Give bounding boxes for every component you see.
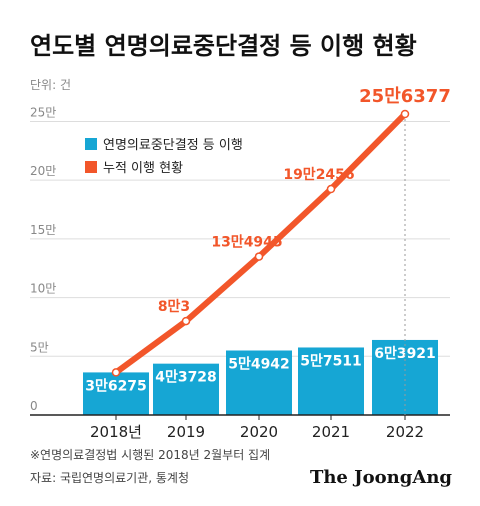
line-label: 25만6377 xyxy=(359,86,451,107)
bar-label: 5만4942 xyxy=(228,356,290,372)
legend: 연명의료중단결정 등 이행 누적 이행 현황 xyxy=(85,137,243,176)
y-tick-label: 5만 xyxy=(30,340,49,354)
bar-label: 3만6275 xyxy=(85,378,147,394)
y-axis: 0 5만 10만 15만 20만 25만 xyxy=(30,105,56,413)
bar xyxy=(226,350,292,415)
y-tick-label: 20만 xyxy=(30,164,56,178)
unit-label: 단위: 건 xyxy=(30,78,71,92)
legend-swatch-line xyxy=(85,161,97,173)
bar-label: 6만3921 xyxy=(374,346,436,362)
y-tick-label: 10만 xyxy=(30,282,56,296)
x-tick-label: 2018년 xyxy=(90,423,142,441)
line-series xyxy=(111,109,410,377)
source-note: 자료: 국립연명의료기관, 통계청 xyxy=(30,471,189,485)
line-point xyxy=(181,316,191,326)
line-point xyxy=(400,109,410,119)
line-point xyxy=(254,252,264,261)
bar xyxy=(153,363,219,415)
line-label: 19만2456 xyxy=(283,167,354,183)
line-point xyxy=(111,368,121,377)
footnote: ※연명의료결정법 시행된 2018년 2월부터 집계 xyxy=(30,447,270,462)
bar-label: 4만3728 xyxy=(155,370,217,386)
x-axis: 2018년 2019 2020 2021 2022 xyxy=(30,414,450,441)
bar xyxy=(298,347,364,415)
x-tick-label: 2019 xyxy=(167,423,205,441)
legend-label-bar: 연명의료중단결정 등 이행 xyxy=(103,137,243,153)
bar xyxy=(83,372,149,415)
y-tick-label: 15만 xyxy=(30,223,56,237)
legend-swatch-bar xyxy=(85,138,97,150)
line-point xyxy=(326,184,336,194)
x-tick-label: 2022 xyxy=(386,423,424,441)
x-tick-label: 2020 xyxy=(240,423,278,441)
bar-label: 5만7511 xyxy=(300,353,362,369)
legend-label-line: 누적 이행 현황 xyxy=(103,160,183,176)
line-labels: 8만3 13만4945 19만2456 25만6377 xyxy=(158,86,451,315)
line-label: 13만4945 xyxy=(211,235,282,251)
line-label: 8만3 xyxy=(158,299,190,315)
y-tick-label: 0 xyxy=(30,399,38,413)
joongang-logo: The JoongAng xyxy=(310,467,452,488)
chart-title: 연도별 연명의료중단결정 등 이행 현황 xyxy=(30,32,417,60)
y-tick-label: 25만 xyxy=(30,105,56,119)
x-tick-label: 2021 xyxy=(312,423,350,441)
bar-labels: 3만6275 4만3728 5만4942 5만7511 6만3921 xyxy=(85,346,436,394)
bar xyxy=(372,339,438,415)
bar-series xyxy=(83,339,438,415)
